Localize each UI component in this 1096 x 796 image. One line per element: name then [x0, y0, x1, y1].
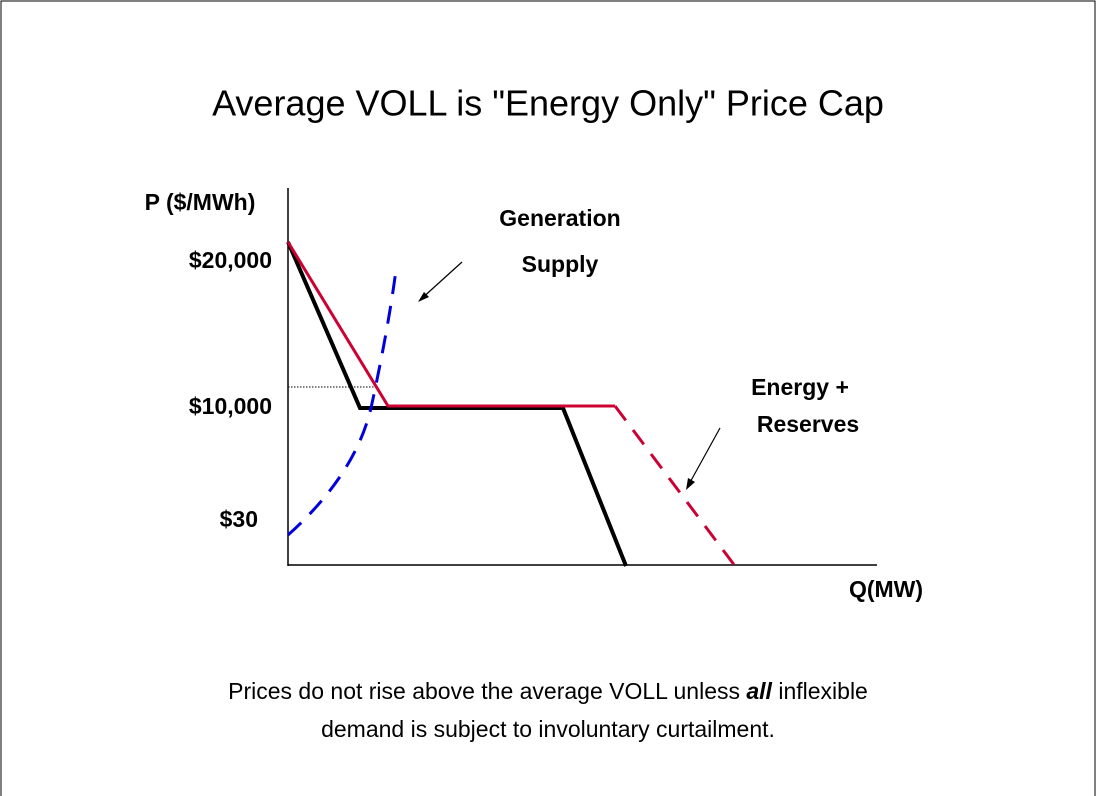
caption-line: demand is subject to involuntary curtail…: [321, 716, 775, 742]
price-label: $30: [220, 506, 258, 532]
y-axis-label: P ($/MWh): [145, 189, 256, 215]
annotation-text: Reserves: [757, 411, 859, 437]
arrow-head: [686, 478, 695, 490]
arrow-head: [418, 292, 429, 302]
price-label: $20,000: [189, 247, 272, 273]
annotation-arrow: [419, 261, 463, 301]
price-label: $10,000: [189, 393, 272, 419]
annotation-text: Energy +: [751, 374, 849, 400]
caption-text: Prices do not rise above the average VOL…: [228, 678, 746, 704]
energy-reserves-dashed: [613, 405, 737, 567]
energy-reserves-curve: [286, 241, 615, 408]
x-axis-label: Q(MW): [849, 576, 923, 602]
annotation-text: Supply: [522, 251, 599, 277]
caption-line: Prices do not rise above the average VOL…: [228, 678, 868, 704]
slide-title: Average VOLL is "Energy Only" Price Cap: [212, 83, 884, 124]
generation-supply-curve: [286, 269, 398, 537]
annotation-text: Generation: [499, 205, 620, 231]
caption-text: inflexible: [772, 678, 868, 704]
annotation-arrow: [687, 427, 721, 487]
energy-demand-curve: [286, 241, 628, 567]
caption-emphasis: all: [746, 678, 772, 704]
